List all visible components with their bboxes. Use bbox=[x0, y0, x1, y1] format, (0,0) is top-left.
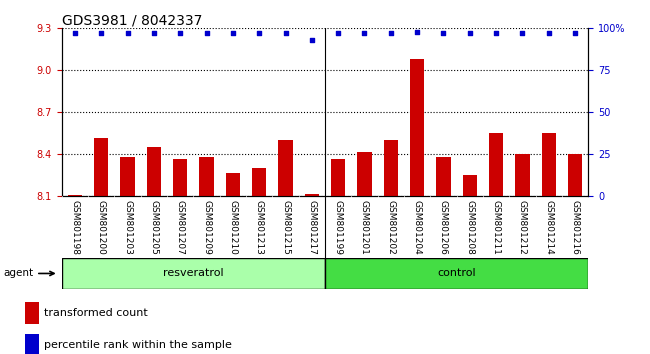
Point bbox=[96, 30, 107, 36]
Bar bbox=[62, 258, 325, 289]
Text: GSM801213: GSM801213 bbox=[255, 200, 264, 255]
Bar bbox=[515, 154, 530, 354]
Bar bbox=[384, 141, 398, 354]
Text: GSM801217: GSM801217 bbox=[307, 200, 317, 255]
Point bbox=[543, 30, 554, 36]
Point bbox=[333, 30, 343, 36]
Bar bbox=[541, 133, 556, 354]
Point bbox=[280, 30, 291, 36]
Text: agent: agent bbox=[3, 268, 54, 279]
Point bbox=[359, 30, 370, 36]
Point bbox=[307, 37, 317, 43]
Text: GSM801201: GSM801201 bbox=[360, 200, 369, 255]
Point bbox=[465, 30, 475, 36]
Point bbox=[438, 30, 448, 36]
Point bbox=[491, 30, 501, 36]
Bar bbox=[489, 133, 503, 354]
Bar bbox=[200, 157, 214, 354]
Text: GSM801208: GSM801208 bbox=[465, 200, 474, 255]
Bar bbox=[226, 173, 240, 354]
Text: GSM801198: GSM801198 bbox=[70, 200, 79, 255]
Text: GSM801203: GSM801203 bbox=[123, 200, 132, 255]
Point bbox=[175, 30, 185, 36]
Bar bbox=[120, 157, 135, 354]
Bar bbox=[25, 334, 39, 354]
Bar bbox=[463, 176, 477, 354]
Bar bbox=[94, 138, 109, 354]
Text: GSM801214: GSM801214 bbox=[544, 200, 553, 254]
Bar bbox=[68, 195, 82, 354]
Bar bbox=[568, 154, 582, 354]
Text: GSM801216: GSM801216 bbox=[571, 200, 580, 255]
Text: GSM801204: GSM801204 bbox=[413, 200, 422, 254]
Bar bbox=[331, 159, 345, 354]
Bar bbox=[147, 147, 161, 354]
Bar bbox=[325, 258, 588, 289]
Point bbox=[149, 30, 159, 36]
Text: GSM801205: GSM801205 bbox=[150, 200, 159, 255]
Text: GSM801209: GSM801209 bbox=[202, 200, 211, 255]
Point bbox=[517, 30, 528, 36]
Bar bbox=[252, 169, 266, 354]
Text: control: control bbox=[437, 268, 476, 279]
Point bbox=[122, 30, 133, 36]
Point bbox=[202, 30, 212, 36]
Point bbox=[254, 30, 265, 36]
Text: GSM801200: GSM801200 bbox=[97, 200, 106, 255]
Bar bbox=[173, 159, 187, 354]
Text: GDS3981 / 8042337: GDS3981 / 8042337 bbox=[62, 14, 202, 28]
Text: percentile rank within the sample: percentile rank within the sample bbox=[44, 340, 232, 350]
Bar bbox=[278, 141, 292, 354]
Text: GSM801202: GSM801202 bbox=[386, 200, 395, 254]
Point bbox=[385, 30, 396, 36]
Text: GSM801199: GSM801199 bbox=[333, 200, 343, 255]
Bar bbox=[410, 59, 424, 354]
Text: GSM801211: GSM801211 bbox=[491, 200, 500, 255]
Text: GSM801215: GSM801215 bbox=[281, 200, 290, 255]
Point bbox=[570, 30, 580, 36]
Point bbox=[412, 29, 423, 35]
Bar bbox=[436, 157, 450, 354]
Bar bbox=[25, 302, 39, 324]
Text: transformed count: transformed count bbox=[44, 308, 148, 319]
Text: GSM801210: GSM801210 bbox=[228, 200, 237, 255]
Text: GSM801212: GSM801212 bbox=[518, 200, 527, 254]
Point bbox=[70, 30, 80, 36]
Bar bbox=[358, 152, 372, 354]
Text: resveratrol: resveratrol bbox=[163, 268, 224, 279]
Point bbox=[227, 30, 238, 36]
Bar bbox=[305, 194, 319, 354]
Text: GSM801206: GSM801206 bbox=[439, 200, 448, 255]
Text: GSM801207: GSM801207 bbox=[176, 200, 185, 255]
